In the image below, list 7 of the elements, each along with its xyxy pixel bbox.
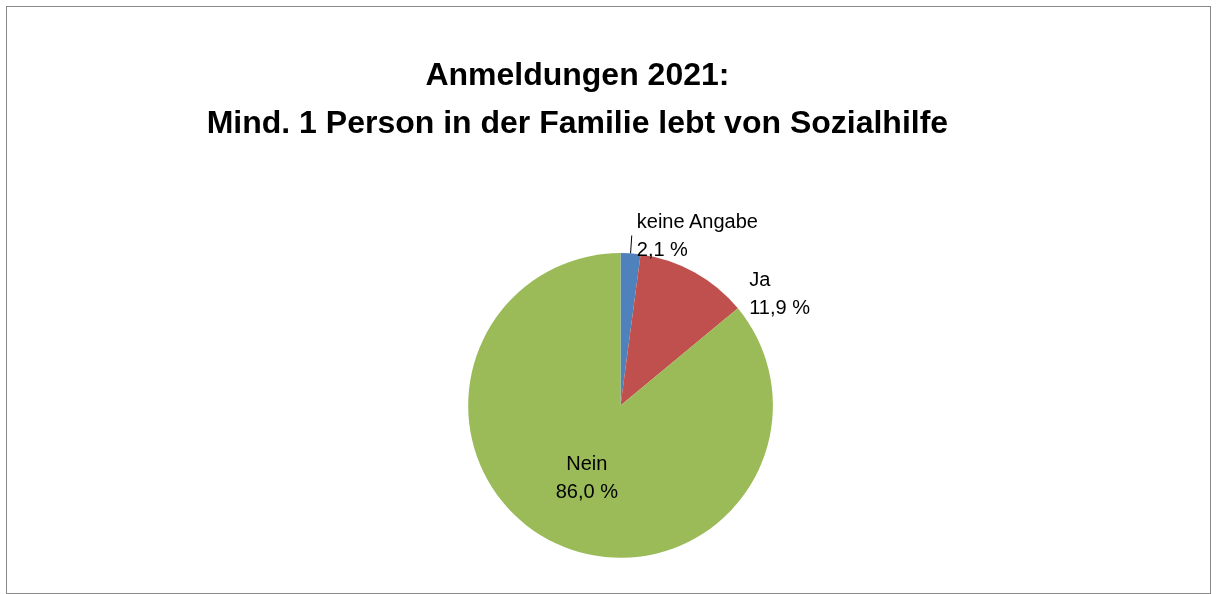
slice-label: keine Angabe (636, 210, 758, 233)
slice-label: Nein (566, 452, 608, 475)
data-label: 86,0 % (555, 480, 619, 503)
slice-label: Ja (749, 268, 772, 291)
chart-title: Anmeldungen 2021: Mind. 1 Person in der Familie lebt von Sozialhilfe (206, 56, 949, 140)
data-label: 2,1 % (636, 238, 689, 261)
data-label: 11,9 % (749, 296, 811, 319)
